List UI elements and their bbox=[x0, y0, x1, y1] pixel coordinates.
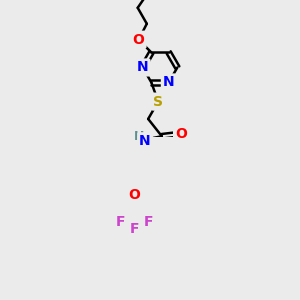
Text: F: F bbox=[130, 222, 139, 236]
Text: N: N bbox=[139, 134, 151, 148]
Text: F: F bbox=[116, 215, 126, 230]
Text: H: H bbox=[134, 130, 144, 143]
Text: S: S bbox=[153, 94, 163, 109]
Text: N: N bbox=[137, 61, 148, 74]
Text: O: O bbox=[175, 127, 187, 141]
Text: O: O bbox=[129, 188, 140, 202]
Text: F: F bbox=[143, 215, 153, 230]
Text: O: O bbox=[133, 33, 145, 47]
Text: N: N bbox=[163, 76, 175, 89]
